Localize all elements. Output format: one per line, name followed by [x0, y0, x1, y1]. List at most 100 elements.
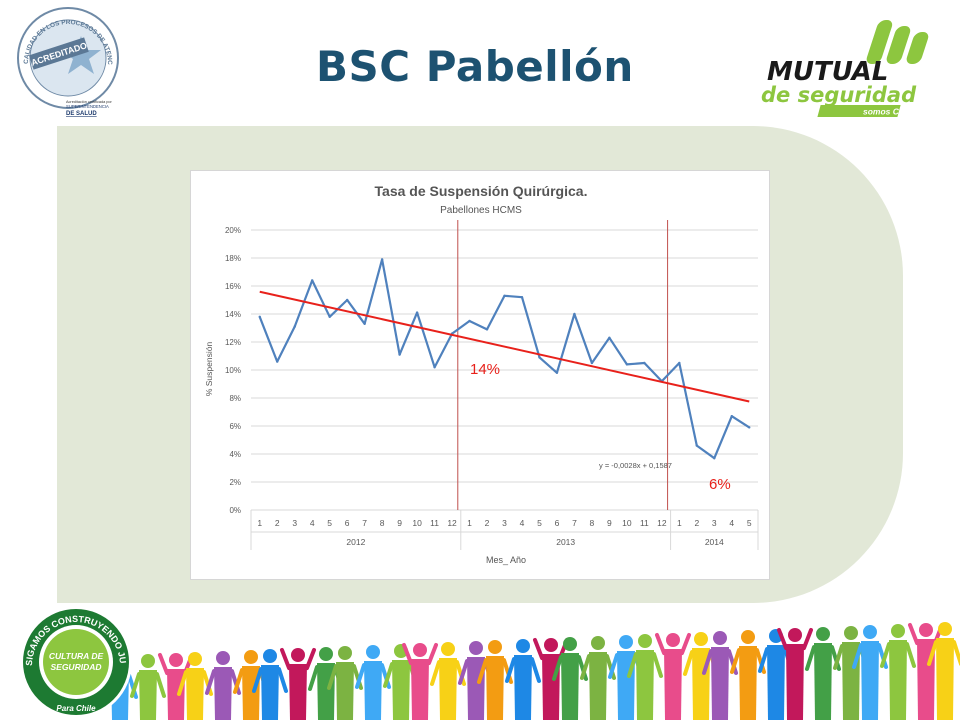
cultura-bottom-text: Para Chile	[56, 704, 96, 713]
person-silhouette-icon	[655, 633, 691, 720]
x-tick-label: 12	[447, 518, 457, 528]
annotation-label: 14%	[470, 361, 500, 378]
mutual-stripes-icon	[866, 20, 929, 64]
suspension-rate-chart: Tasa de Suspensión Quirúrgica. Pabellone…	[190, 170, 770, 580]
y-tick-label: 2%	[229, 478, 241, 487]
person-silhouette-icon	[280, 648, 316, 720]
person-silhouette-icon	[252, 649, 288, 720]
x-tick-label: 9	[607, 518, 612, 528]
data-point	[310, 279, 314, 282]
person-silhouette-icon	[205, 651, 241, 720]
data-point	[276, 360, 279, 363]
annotation-label: 6%	[709, 476, 731, 493]
person-silhouette-icon	[777, 628, 813, 720]
y-tick-label: 0%	[229, 506, 241, 515]
x-tick-label: 1	[677, 518, 682, 528]
mutual-name: MUTUAL	[767, 57, 888, 87]
person-silhouette-icon	[627, 634, 663, 720]
slide-title: BSC Pabellón	[316, 42, 634, 91]
data-point	[398, 353, 401, 356]
trendline-group	[259, 290, 750, 403]
x-tick-label: 4	[310, 518, 315, 528]
data-point	[538, 356, 541, 359]
data-point	[468, 319, 471, 323]
series-group	[258, 258, 751, 460]
data-point	[713, 457, 716, 460]
y-tick-label: 20%	[225, 226, 241, 235]
data-point	[625, 363, 629, 366]
x-tick-label: 7	[572, 518, 577, 528]
x-tick-label: 5	[537, 518, 542, 528]
x-tick-label: 2	[694, 518, 699, 528]
data-point	[415, 311, 419, 314]
x-tick-label: 6	[555, 518, 560, 528]
person-silhouette-icon	[477, 640, 513, 720]
mutual-tagline: somos CChC	[863, 107, 917, 117]
data-point	[695, 444, 699, 447]
y-axis-label: % Suspensión	[204, 342, 214, 397]
star-icon	[61, 36, 101, 74]
cultura-center-2: SEGURIDAD	[50, 662, 101, 672]
x-tick-label: 4	[729, 518, 734, 528]
y-tick-label: 14%	[225, 310, 241, 319]
x-tick-label: 3	[292, 518, 297, 528]
data-point	[363, 322, 366, 325]
person-silhouette-icon	[158, 653, 194, 720]
mutual-de-seguridad-logo: MUTUAL de seguridad somos CChC	[755, 14, 950, 122]
x-tick-label: 2	[275, 518, 280, 528]
data-point	[258, 315, 261, 318]
data-point	[485, 328, 489, 331]
person-silhouette-icon	[130, 654, 166, 720]
y-tick-label: 10%	[225, 366, 241, 375]
gridlines	[251, 229, 758, 511]
data-point	[555, 371, 559, 374]
x-group-label: 2014	[705, 537, 724, 547]
series-line	[258, 258, 750, 460]
chart-subtitle: Pabellones HCMS	[440, 205, 522, 216]
x-tick-label: 10	[622, 518, 632, 528]
y-tick-label: 8%	[229, 394, 241, 403]
mutual-subtitle: de seguridad	[761, 83, 917, 107]
data-point	[433, 366, 436, 369]
data-point	[520, 296, 524, 299]
people-silhouettes-decoration	[0, 600, 960, 720]
chart-title: Tasa de Suspensión Quirúrgica.	[375, 183, 588, 199]
cultura-center-1: CULTURA DE	[49, 651, 104, 661]
x-tick-label: 12	[657, 518, 667, 528]
x-tick-label: 5	[747, 518, 752, 528]
y-tick-label: 12%	[225, 338, 241, 347]
data-point	[590, 361, 594, 365]
x-tick-label: 11	[430, 518, 439, 528]
data-point	[678, 361, 681, 365]
person-silhouette-icon	[880, 624, 916, 720]
person-silhouette-icon	[805, 627, 841, 720]
y-axis-ticks: 0% 2% 4% 6% 8% 10% 12% 14% 16% 18% 20%	[225, 226, 241, 515]
x-tick-label: 11	[640, 518, 649, 528]
x-tick-label: 9	[397, 518, 402, 528]
x-tick-label: 1	[257, 518, 262, 528]
x-axis-label: Mes_ Año	[486, 555, 526, 565]
trend-equation: y = -0,0028x + 0,1587	[599, 461, 672, 470]
y-tick-label: 6%	[229, 422, 241, 431]
person-silhouette-icon	[730, 630, 766, 720]
x-group-label: 2013	[556, 537, 575, 547]
person-silhouette-icon	[430, 642, 466, 720]
data-point	[643, 361, 646, 365]
data-point	[748, 426, 751, 429]
x-tick-label: 8	[380, 518, 385, 528]
x-group-label: 2012	[346, 537, 365, 547]
x-tick-label: 3	[502, 518, 507, 528]
x-tick-label: 8	[590, 518, 595, 528]
trendline	[259, 290, 750, 403]
x-tick-label: 7	[362, 518, 367, 528]
y-tick-label: 4%	[229, 450, 241, 459]
x-tick-label: 10	[412, 518, 422, 528]
x-tick-label: 2	[485, 518, 490, 528]
person-silhouette-icon	[702, 631, 738, 720]
x-tick-label: 6	[345, 518, 350, 528]
period-markers	[457, 220, 669, 510]
person-silhouette-icon	[505, 639, 541, 720]
person-silhouette-icon	[852, 625, 888, 720]
person-silhouette-icon	[402, 643, 438, 720]
cultura-seguridad-seal-logo: SIGAMOS CONSTRUYENDO JUNTOS CULTURA DE S…	[14, 596, 134, 720]
